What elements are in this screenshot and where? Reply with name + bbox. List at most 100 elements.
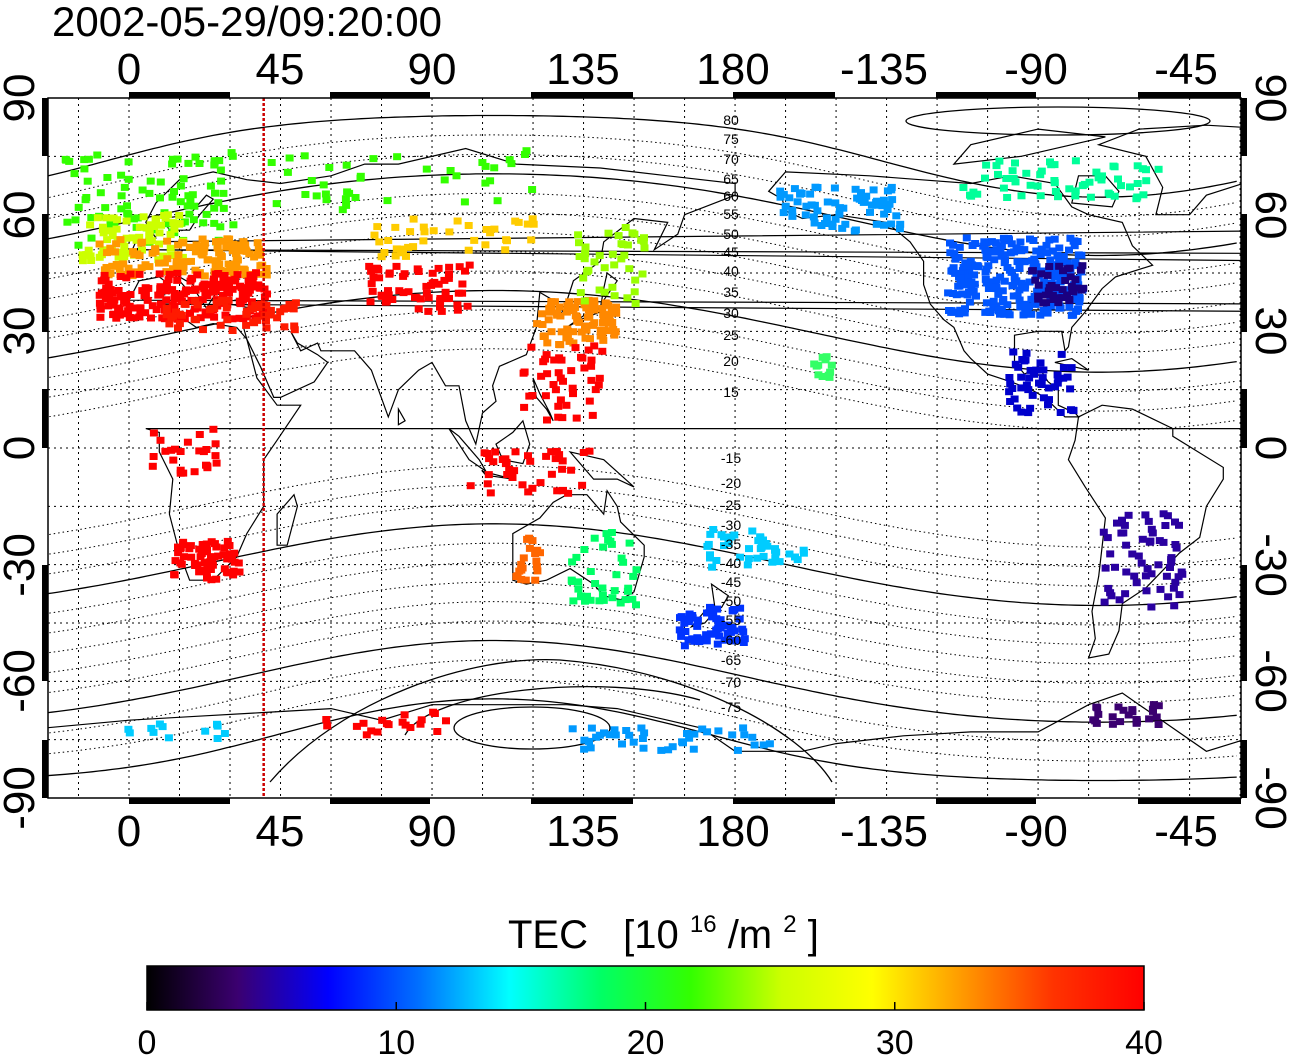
tec-cell-australia-east [632, 601, 640, 609]
tec-cell-alaska [822, 214, 831, 222]
timestamp-title: 2002-05-29/09:20:00 [52, 0, 442, 45]
tec-cell-north-america [1042, 241, 1051, 249]
tec-cell-mediterranean [262, 302, 271, 309]
tec-cell-canada-north [1133, 180, 1142, 187]
tec-cell-antarctica-indian [359, 719, 368, 727]
tec-cell-siberia [343, 188, 352, 196]
colorbar-title-exp2: 2 [783, 911, 796, 938]
tec-cell-pacific-south [771, 545, 779, 553]
tec-cell-africa-south [202, 568, 211, 576]
tec-cell-europe-mid [213, 243, 222, 250]
tec-cell-europe-mid [253, 250, 262, 258]
tec-cell-south-america [1141, 511, 1150, 519]
tec-cell-north-america [965, 266, 974, 274]
tec-cell-asia-central [413, 265, 422, 273]
tec-cell-north-america [1000, 310, 1009, 318]
maglat-label: 35 [723, 284, 739, 300]
tec-cell-north-america [965, 298, 974, 306]
tec-cell-europe-south [219, 277, 228, 284]
tec-cell-pacific-south [785, 550, 794, 558]
tec-cell-south-america [1138, 535, 1147, 543]
tec-cell-canada-north [994, 170, 1002, 178]
tec-cell-north-america [1067, 311, 1076, 319]
tec-cell-north-atlantic-europe [186, 196, 195, 204]
tec-cell-australia-east [621, 596, 630, 604]
coast-south-america [1067, 404, 1224, 659]
tec-cell-africa-south [186, 542, 195, 550]
frame-bar-right [1241, 98, 1247, 156]
tec-cell-antarctica-atlantic [125, 729, 134, 737]
maglat-label: 50 [723, 226, 739, 242]
maglat-contour [48, 328, 1237, 412]
maglat-label: -60 [721, 632, 741, 648]
tec-cell-new-zealand [695, 638, 704, 646]
tec-cell-north-america [994, 290, 1003, 298]
tec-cell-europe-west [103, 236, 112, 244]
tec-cell-australia-east [591, 580, 600, 587]
tec-cell-indonesia [524, 452, 532, 460]
tec-cell-asia-central [404, 288, 413, 296]
tec-cell-asia-north [429, 227, 438, 235]
tec-cell-indonesia [553, 487, 562, 495]
tec-cell-europe-mid [163, 237, 172, 245]
tec-cell-asia-north [486, 229, 495, 237]
tec-cell-alaska [790, 185, 799, 193]
tec-cell-europe-mid [151, 248, 160, 256]
tec-cell-south-america [1142, 587, 1151, 595]
tec-cell-asia-north [380, 249, 389, 256]
tec-cell-indonesia [524, 488, 533, 496]
tec-cell-north-america [1037, 245, 1046, 253]
tec-cell-africa-south [176, 559, 185, 567]
tec-cell-north-atlantic-europe [84, 155, 93, 163]
tec-cell-europe-mid [185, 243, 194, 251]
tec-cell-mediterranean [247, 305, 256, 313]
tec-cell-central-america [1024, 386, 1033, 394]
tec-cell-asia-central [436, 297, 445, 305]
tec-cell-asia-central [399, 289, 408, 297]
tec-cell-new-zealand [720, 636, 729, 644]
tec-cell-north-america [1043, 309, 1052, 317]
tec-cell-north-america [981, 268, 990, 276]
maglat-label: 30 [723, 305, 739, 321]
tec-cell-europe-mid [258, 261, 267, 269]
tec-cell-new-zealand [713, 605, 722, 613]
tec-cell-asia-north [481, 241, 490, 249]
lat-tick-label-right: -90 [1246, 766, 1292, 830]
tec-cell-europe-south [101, 295, 110, 302]
tec-cell-japan [556, 341, 565, 349]
tec-cell-alaska [872, 199, 881, 206]
tec-cell-japan-north [610, 261, 619, 269]
tec-cell-australia-west [521, 576, 530, 584]
tec-cell-europe-south [187, 275, 196, 283]
tec-cell-north-america [1009, 292, 1018, 300]
maglat-contour [48, 134, 1237, 218]
lat-tick-label-right: 60 [1246, 191, 1292, 240]
tec-cell-pacific-south [763, 542, 772, 550]
tec-cell-japan [598, 319, 607, 327]
tec-cell-asia-north [464, 246, 473, 254]
frame-bar-top [531, 92, 633, 98]
tec-cell-east-asia-south [588, 411, 597, 419]
lon-tick-label-bottom: -45 [1154, 807, 1218, 856]
tec-cell-asia-north [404, 243, 413, 251]
tec-cell-africa-south [223, 555, 232, 563]
tec-cell-japan-north [630, 288, 639, 296]
tec-cell-asia-north [445, 228, 454, 236]
colorbar-title-unit-open: [10 [623, 913, 679, 957]
tec-cell-asia-central [422, 289, 431, 297]
tec-cell-europe-south [211, 270, 220, 278]
tec-cell-north-america-east [1045, 263, 1054, 270]
tec-cell-japan [544, 316, 553, 324]
tec-cell-siberia [342, 161, 351, 169]
tec-cell-europe-south [164, 276, 173, 284]
tec-cell-alaska [872, 220, 881, 228]
tec-cell-siberia [300, 152, 309, 160]
tec-cell-africa-south [219, 551, 228, 559]
tec-cell-north-america [989, 247, 997, 255]
tec-cell-north-atlantic-europe [117, 171, 126, 179]
tec-cell-europe-south [109, 311, 118, 319]
tec-cell-europe-south [112, 314, 121, 322]
tec-cell-north-america [999, 296, 1008, 303]
tec-cell-africa-north [169, 456, 178, 464]
